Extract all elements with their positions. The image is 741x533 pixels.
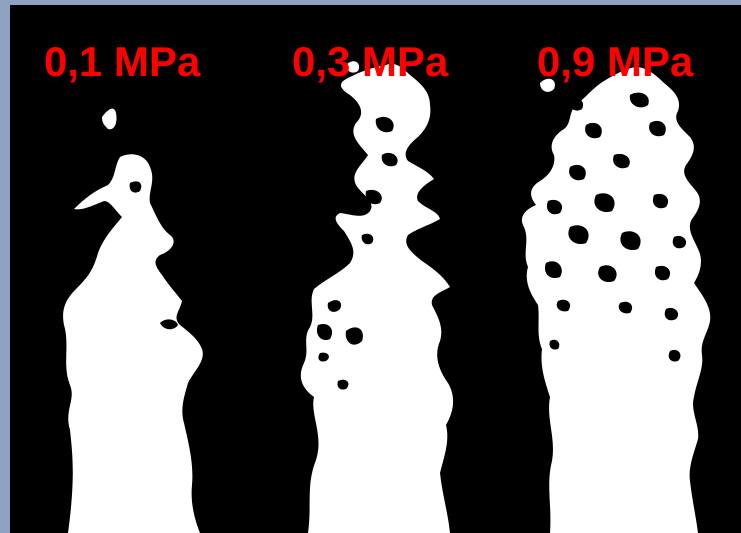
spray-plume-0-9-mpa: [521, 67, 711, 533]
pressure-label-0-3-mpa: 0,3 MPa: [292, 38, 449, 85]
spray-image-panel: 0,1 MPa 0,3 MPa 0,9 MPa: [10, 5, 741, 533]
spray-plume-0-1-mpa: [63, 108, 203, 533]
spray-plumes-image: [63, 61, 711, 533]
spray-plume-0-3-mpa: [300, 61, 454, 533]
pressure-label-0-1-mpa: 0,1 MPa: [44, 38, 201, 85]
pressure-label-0-9-mpa: 0,9 MPa: [537, 38, 694, 85]
